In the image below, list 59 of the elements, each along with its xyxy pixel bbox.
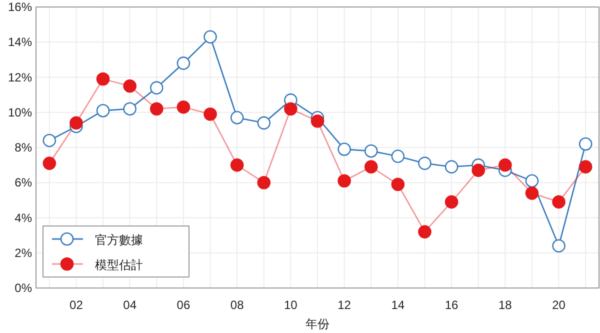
point [96,72,110,86]
y-tick-label: 2% [14,246,32,260]
point [418,225,432,238]
y-tick-label: 14% [8,35,32,50]
point [96,104,110,118]
x-tick-label: 10 [284,298,298,312]
y-tick-label: 8% [14,140,32,154]
point [70,116,83,130]
point [42,156,56,170]
y-tick-label: 0% [14,281,32,295]
x-tick-label: 12 [338,298,352,312]
x-tick-label: 02 [70,298,84,312]
point [338,174,351,188]
y-tick-label: 16% [8,0,32,14]
point [257,176,271,190]
point [257,116,271,130]
point [391,178,405,192]
point [552,195,566,209]
point [150,102,164,116]
point [204,107,217,121]
point [284,102,298,116]
point [123,102,136,116]
point [364,160,378,174]
y-tick-label: 6% [14,176,32,190]
point [230,110,244,124]
x-tick-label: 04 [123,298,137,312]
point [391,150,405,163]
x-tick-label: 06 [176,298,190,312]
x-tick-label: 08 [230,298,244,312]
x-tick-label: 20 [552,298,566,312]
point [498,158,512,172]
point [176,100,190,114]
y-tick-label: 12% [8,70,32,84]
y-tick-label: 10% [8,105,32,120]
point [364,144,378,158]
point [578,137,592,151]
point [525,186,539,200]
legend-label: 模型估計 [95,258,143,272]
point [418,156,432,170]
point [552,239,566,252]
point [338,142,351,156]
point [444,195,458,209]
x-tick-label: 16 [444,298,459,312]
point [310,114,324,128]
point [123,79,136,93]
x-axis-title: 年份 [306,317,330,331]
point [42,134,56,148]
point [472,164,486,177]
point [444,160,458,174]
point [150,81,164,94]
point [204,30,217,44]
x-tick-label: 14 [391,298,405,312]
y-tick-label: 4% [14,210,32,225]
legend-label: 官方數據 [95,233,143,247]
point [525,174,539,188]
point [176,56,190,70]
point [230,158,244,172]
x-tick-label: 18 [498,298,512,312]
point [578,160,592,174]
